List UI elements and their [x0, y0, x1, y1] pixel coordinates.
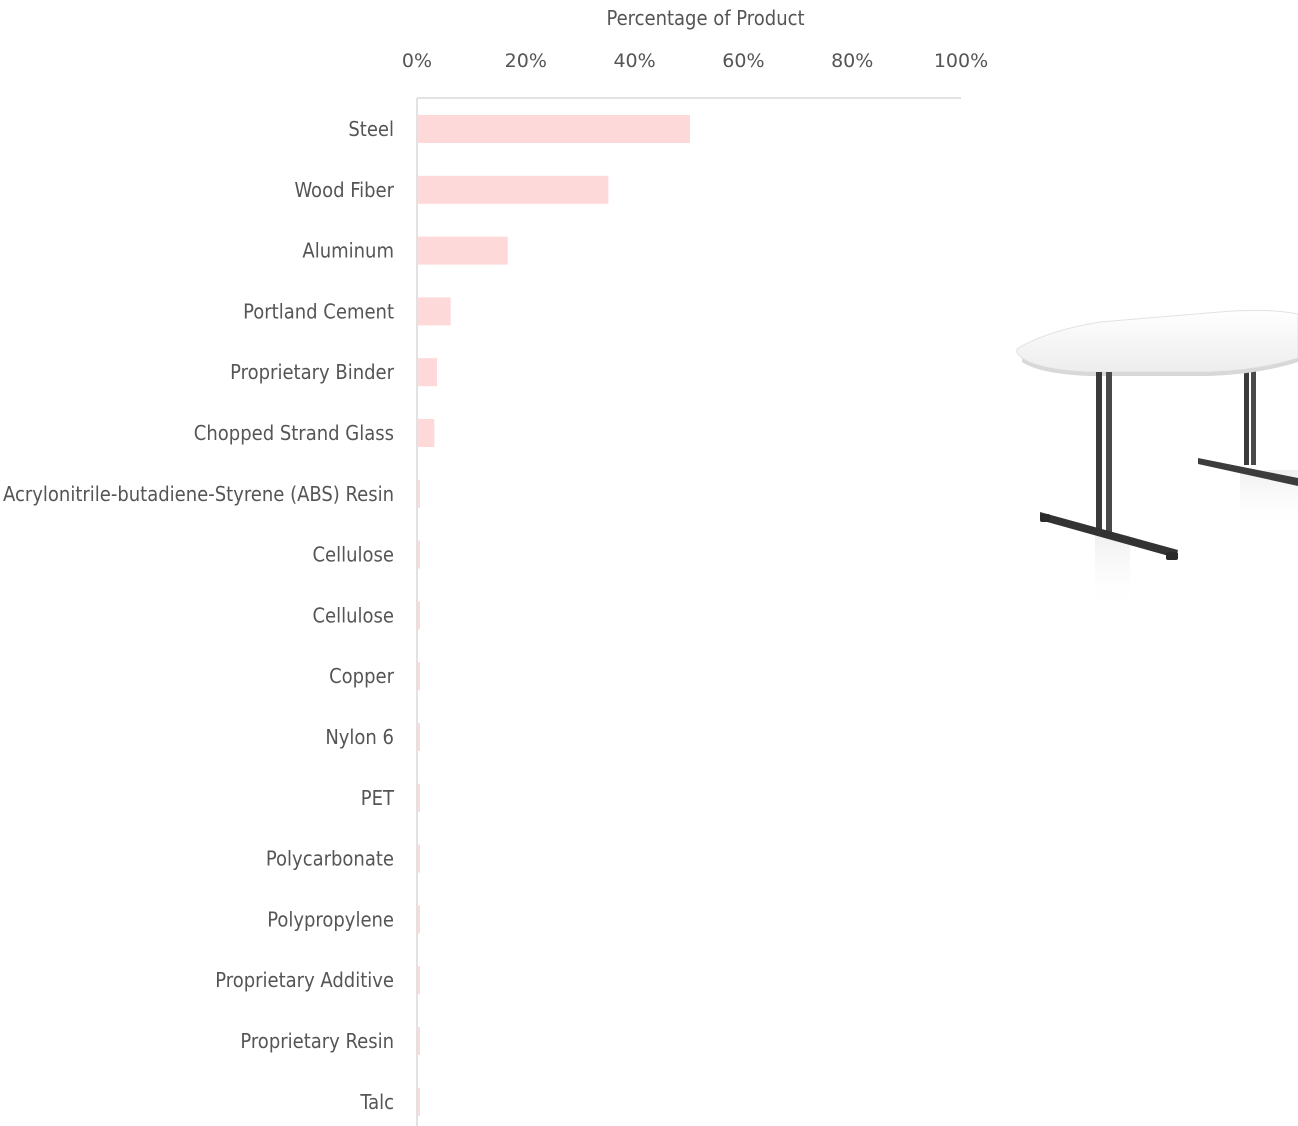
category-label: Proprietary Resin [240, 1029, 394, 1053]
category-label: Proprietary Additive [215, 968, 394, 992]
bar [418, 601, 420, 630]
bar [418, 236, 508, 265]
bar [418, 540, 420, 569]
category-label: Cellulose [312, 543, 394, 567]
bar [418, 844, 420, 873]
bar [418, 358, 438, 387]
x-tick-label: 0% [402, 50, 432, 72]
bar [418, 479, 420, 508]
x-tick-label: 60% [722, 50, 764, 72]
x-tick-label: 40% [613, 50, 655, 72]
category-label: Wood Fiber [294, 178, 394, 202]
category-label: Polypropylene [267, 907, 394, 931]
category-label: Proprietary Binder [230, 360, 394, 384]
bar [418, 966, 420, 995]
bar [418, 1027, 420, 1055]
bar [418, 662, 420, 691]
bar [418, 297, 451, 326]
bar [418, 723, 420, 751]
bar [418, 1087, 420, 1116]
category-label: Nylon 6 [325, 725, 394, 749]
bar [418, 175, 609, 204]
category-label: Aluminum [302, 239, 394, 263]
category-label: Polycarbonate [266, 847, 394, 871]
bar [418, 419, 435, 447]
x-tick-label: 100% [934, 50, 988, 72]
category-label: Chopped Strand Glass [194, 421, 394, 445]
category-label: PET [361, 786, 395, 810]
category-label: Copper [329, 664, 395, 688]
axis-title: Percentage of Product [606, 6, 805, 30]
category-label: Portland Cement [243, 299, 394, 323]
category-label: Talc [359, 1090, 394, 1114]
x-tick-label: 20% [505, 50, 547, 72]
bar [418, 905, 420, 934]
category-label: Steel [348, 117, 394, 141]
bar [418, 783, 420, 812]
table-product-image [1016, 309, 1298, 610]
category-label: Acrylonitrile-butadiene-Styrene (ABS) Re… [3, 482, 394, 506]
bar [418, 115, 690, 143]
category-label: Cellulose [312, 603, 394, 627]
x-tick-label: 80% [831, 50, 873, 72]
